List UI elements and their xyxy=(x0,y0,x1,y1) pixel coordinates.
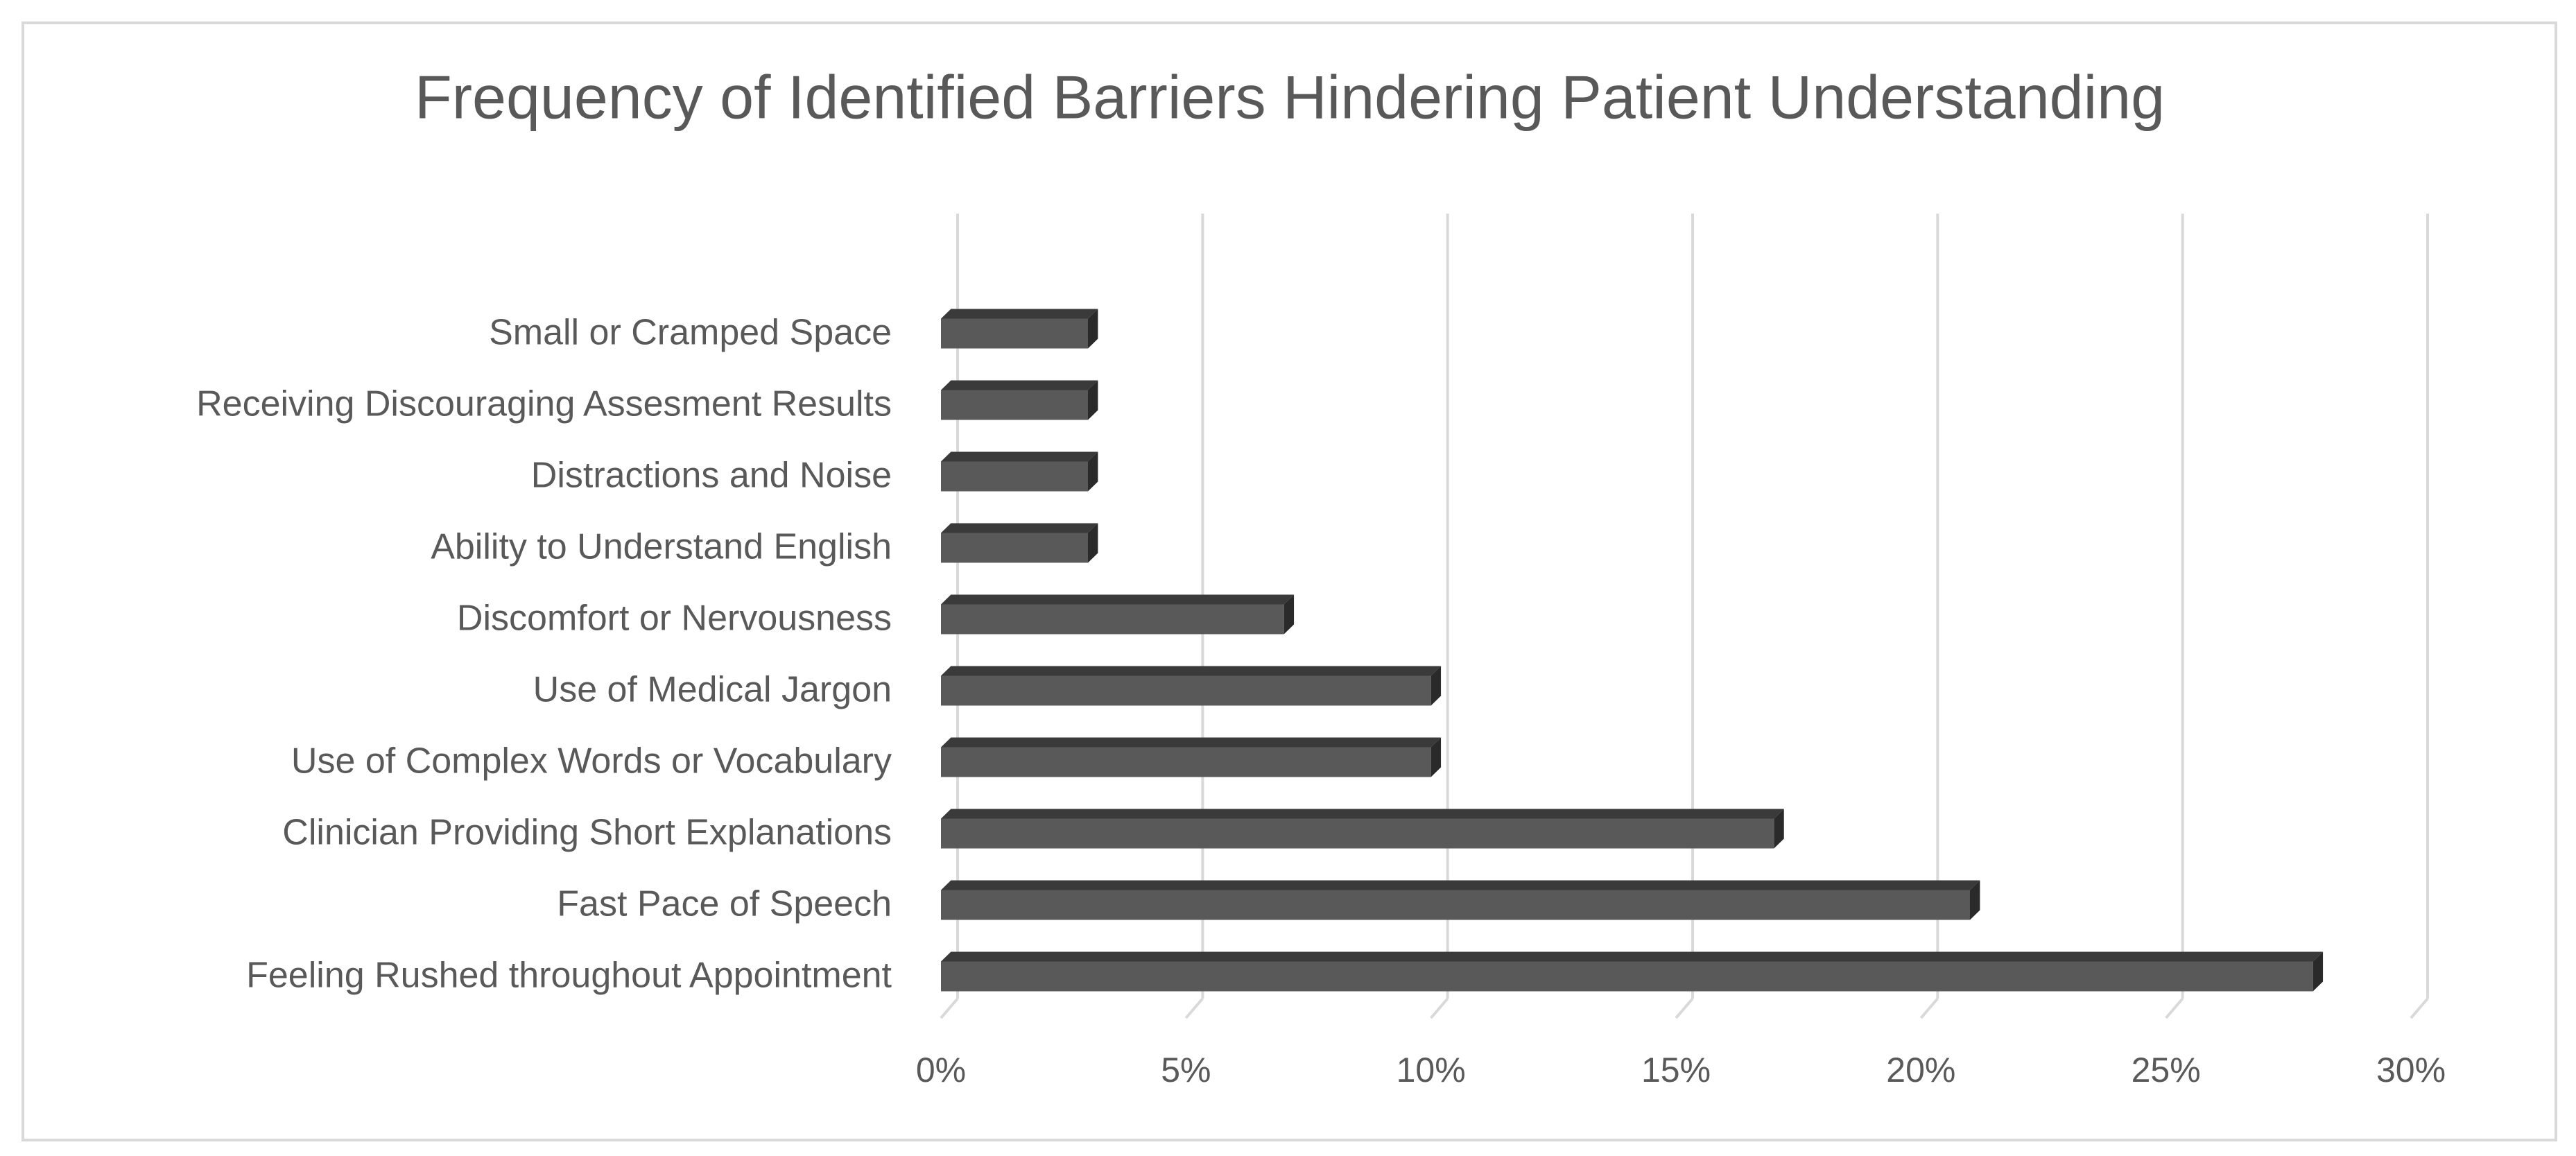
y-tick-label: Fast Pace of Speech xyxy=(557,884,892,924)
bar-side xyxy=(1430,737,1442,777)
y-tick-label: Use of Medical Jargon xyxy=(533,670,892,710)
bar-side xyxy=(1088,309,1098,349)
y-tick-label: Discomfort or Nervousness xyxy=(457,598,892,639)
grid-line-foot xyxy=(1184,997,1204,1019)
y-tick-label: Clinician Providing Short Explanations xyxy=(282,813,892,853)
bar xyxy=(941,675,1431,706)
y-tick-label: Distractions and Noise xyxy=(531,456,892,496)
grid-line-foot xyxy=(1430,997,1449,1019)
x-tick-label: 0% xyxy=(916,1051,966,1089)
x-tick-label: 25% xyxy=(2132,1051,2201,1089)
bar-top xyxy=(941,380,1098,390)
bar-top xyxy=(941,809,1784,819)
y-tick-label: Feeling Rushed throughout Appointment xyxy=(246,956,892,996)
bar-top xyxy=(941,737,1442,748)
x-tick-label: 5% xyxy=(1161,1051,1211,1089)
bar-side xyxy=(1430,666,1442,706)
bar-side xyxy=(1970,880,1980,920)
bar-top xyxy=(941,523,1098,533)
bar-top xyxy=(941,666,1442,676)
bar-top xyxy=(941,451,1098,462)
bar xyxy=(941,318,1088,349)
bar xyxy=(941,390,1088,420)
chart-title: Frequency of Identified Barriers Hinderi… xyxy=(415,62,2165,131)
x-tick-label: 15% xyxy=(1641,1051,1711,1089)
grid-line-foot xyxy=(1919,997,1939,1019)
x-tick-label: 30% xyxy=(2376,1051,2446,1089)
y-tick-label: Receiving Discouraging Assesment Results xyxy=(196,384,892,424)
bar xyxy=(941,604,1284,635)
y-tick-label: Ability to Understand English xyxy=(431,527,892,567)
bar-side xyxy=(2313,951,2324,992)
grid-line-foot xyxy=(940,997,959,1019)
y-tick-label: Small or Cramped Space xyxy=(489,313,892,353)
bar xyxy=(941,747,1431,777)
bar xyxy=(941,533,1088,563)
bar-top xyxy=(941,594,1295,605)
grid-line-foot xyxy=(2410,997,2429,1019)
bar-side xyxy=(1088,380,1098,420)
y-tick-label: Use of Complex Words or Vocabulary xyxy=(291,741,892,782)
bar-side xyxy=(1283,594,1295,635)
bar-top xyxy=(941,309,1098,319)
bar xyxy=(941,461,1088,492)
x-tick-label: 20% xyxy=(1886,1051,1955,1089)
bar-side xyxy=(1088,523,1098,563)
bar-side xyxy=(1088,451,1098,492)
bar-top xyxy=(941,880,1980,890)
bar-top xyxy=(941,951,2324,962)
bar xyxy=(941,890,1970,920)
bar-side xyxy=(1774,809,1784,849)
bar xyxy=(941,818,1774,849)
grid-line-foot xyxy=(2165,997,2184,1019)
bar xyxy=(941,961,2313,992)
x-tick-label: 10% xyxy=(1397,1051,1466,1089)
grid-line-foot xyxy=(1675,997,1694,1019)
